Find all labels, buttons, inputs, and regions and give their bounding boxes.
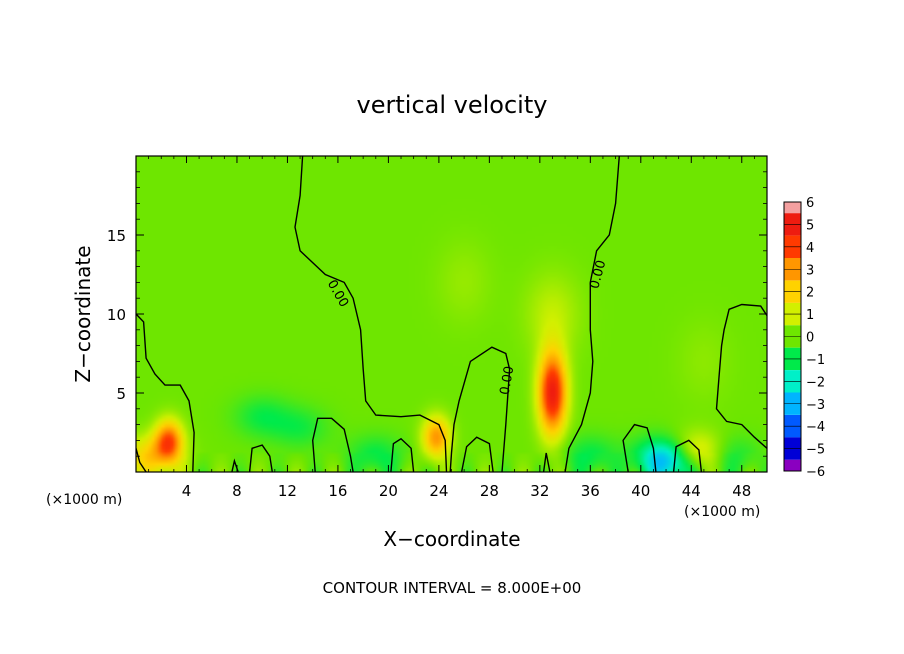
colorbar: 6 5 4 3 2 1 0 −1 −2 −3 −4 −5 −6 xyxy=(783,196,825,480)
x-tick-label: 12 xyxy=(278,482,297,500)
contour-interval: CONTOUR INTERVAL = 8.000E+00 xyxy=(323,579,582,597)
zero-contour-line xyxy=(715,303,767,449)
zero-contour-line xyxy=(672,439,703,472)
zero-contour-line xyxy=(248,444,273,472)
zero-contour-line xyxy=(542,452,551,472)
contour-label: 0.00 xyxy=(498,365,518,396)
y-tick-label: 10 xyxy=(107,306,126,324)
colorbar-label: 0 xyxy=(806,331,814,346)
x-tick-label: 16 xyxy=(328,482,347,500)
y-axis-label: Z−coordinate xyxy=(71,245,95,382)
chart-title: vertical velocity xyxy=(357,91,548,119)
x-axis-ticks: 4 8 12 16 20 24 28 32 36 40 44 48 xyxy=(148,156,755,500)
colorbar-label: −2 xyxy=(806,375,825,390)
zero-contour-line xyxy=(564,156,620,472)
x-tick-label: 28 xyxy=(480,482,499,500)
zero-contour-line xyxy=(136,313,195,472)
x-tick-label: 4 xyxy=(182,482,192,500)
colorbar-label: −4 xyxy=(806,420,825,435)
colorbar-label: −6 xyxy=(806,465,825,480)
colorbar-swatch xyxy=(784,202,801,214)
y-tick-label: 15 xyxy=(107,227,126,245)
x-tick-label: 24 xyxy=(429,482,448,500)
zero-contour-line xyxy=(136,448,147,472)
zero-contour-line xyxy=(294,156,448,472)
x-tick-label: 40 xyxy=(631,482,650,500)
x-tick-label: 8 xyxy=(232,482,242,500)
heatmap-field xyxy=(136,156,767,472)
colorbar-label: 2 xyxy=(806,286,814,301)
colorbar-label: 6 xyxy=(806,196,814,211)
zero-contour-line xyxy=(622,423,657,472)
contour-label: 0.00 xyxy=(587,259,609,291)
x-tick-label: 32 xyxy=(530,482,549,500)
colorbar-label: 3 xyxy=(806,263,814,278)
colorbar-label: −1 xyxy=(806,353,825,368)
colorbar-label: 1 xyxy=(806,308,814,323)
x-unit-right: (×1000 m) xyxy=(684,504,760,520)
x-tick-label: 44 xyxy=(682,482,701,500)
zero-contour-line xyxy=(311,417,354,472)
x-tick-label: 36 xyxy=(581,482,600,500)
y-tick-label: 5 xyxy=(116,385,126,403)
zero-contour-line xyxy=(449,346,511,472)
y-axis-ticks: 5 10 15 xyxy=(107,171,767,457)
colorbar-label: 4 xyxy=(806,241,814,256)
colorbar-label: −5 xyxy=(806,443,825,458)
x-unit-left: (×1000 m) xyxy=(46,492,122,508)
zero-contour-line xyxy=(390,437,415,472)
x-tick-label: 48 xyxy=(732,482,751,500)
colorbar-label: 5 xyxy=(806,218,814,233)
colorbar-swatch xyxy=(784,459,801,471)
zero-contour-line xyxy=(460,436,494,472)
x-tick-label: 20 xyxy=(379,482,398,500)
colorbar-label: −3 xyxy=(806,398,825,413)
x-axis-label: X−coordinate xyxy=(383,527,520,551)
zero-contours xyxy=(136,156,767,472)
plot-area: 0.000.000.00 xyxy=(135,155,768,473)
